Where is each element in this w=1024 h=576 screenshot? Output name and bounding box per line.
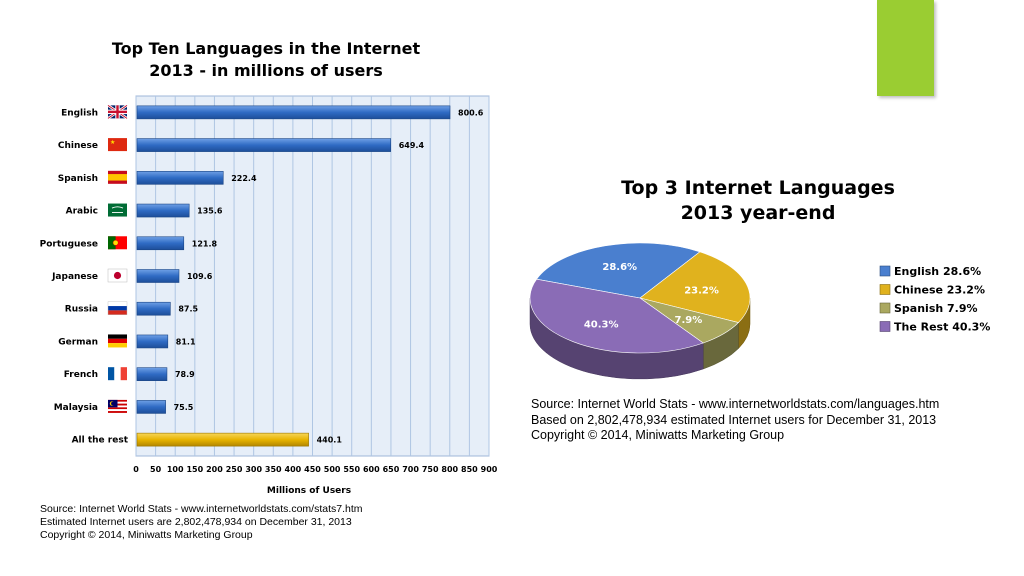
legend-swatch [879,302,891,314]
x-tick-label: 450 [304,465,321,474]
spain-flag-icon [108,170,127,184]
bar [136,400,166,414]
bar-chart: 0 50 100 150 200 250 300 350 400 450 500 550 600 650 7… [40,95,498,474]
pie-slice [529,278,704,354]
x-tick-label: 150 [186,465,203,474]
source-line: Source: Internet World Stats - www.inter… [40,503,363,515]
x-tick-label: 100 [167,465,184,474]
svg-text:★: ★ [110,139,115,146]
legend-entry: The Rest 40.3% [894,321,990,334]
source-line: Copyright © 2014, Miniwatts Marketing Gr… [531,428,785,442]
bar-value-label: 75.5 [174,403,194,412]
bar-value-label: 78.9 [175,370,195,379]
category-label: English [61,108,98,118]
x-tick-label: 300 [245,465,262,474]
portugal-flag-icon [108,236,127,250]
legend-entry: Spanish 7.9% [894,302,978,315]
category-label: Malaysia [54,403,98,413]
green-accent-block [877,0,934,96]
x-tick-label: 250 [226,465,243,474]
legend-entry: Chinese 23.2% [894,284,985,297]
x-tick-label: 550 [343,465,360,474]
x-tick-label: 600 [363,465,380,474]
x-tick-label: 500 [324,465,341,474]
bar [136,203,190,218]
x-tick-label: 650 [383,465,400,474]
pie-chart-title-line2: 2013 year-end [681,202,836,224]
pie-legend: English 28.6% Chinese 23.2% Spanish 7.9% Th… [879,265,990,334]
x-tick-label: 400 [285,465,302,474]
bar [136,171,224,185]
bar [136,367,168,381]
pie-chart: 28.6% 23.2% 7.9% 40.3% [529,242,751,380]
pie-value-label: 7.9% [675,315,703,326]
bar-value-label: 222.4 [231,174,257,183]
x-tick-label: 700 [402,465,419,474]
bar-value-label: 87.5 [178,305,198,314]
bar-chart-title-line2: 2013 - in millions of users [149,61,383,80]
bar-value-label: 135.6 [197,207,223,216]
france-flag-icon [108,367,127,381]
saudi-flag-icon [108,203,127,217]
x-tick-label: 800 [441,465,458,474]
legend-entry: English 28.6% [894,265,981,278]
x-tick-label: 350 [265,465,282,474]
category-label: All the rest [72,436,129,446]
source-line: Estimated Internet users are 2,802,478,9… [40,516,352,528]
x-axis-label: Millions of Users [267,486,351,496]
pie-chart-source: Source: Internet World Stats - www.inter… [531,397,939,444]
x-tick-label: 850 [461,465,478,474]
bar-value-label: 81.1 [176,337,196,346]
bar [136,105,451,120]
russia-flag-icon [107,301,128,315]
category-label: Russia [65,305,98,315]
bar-value-label: 800.6 [458,108,484,117]
bar-chart-title-line1: Top Ten Languages in the Internet [112,39,421,58]
pie-chart-title-line1: Top 3 Internet Languages [621,177,895,199]
x-tick-label: 200 [206,465,223,474]
x-tick-label: 750 [422,465,439,474]
bar-chart-source: Source: Internet World Stats - www.inter… [40,503,363,542]
category-label: German [58,337,98,347]
japan-flag-icon [107,268,128,283]
legend-swatch [879,321,891,332]
bar [136,334,169,349]
legend-swatch [879,265,891,277]
category-label: Portuguese [40,239,98,249]
category-label: Japanese [51,272,98,282]
source-line: Based on 2,802,478,934 estimated Interne… [531,412,937,427]
category-label: Arabic [66,207,98,217]
china-flag-icon: ★ [108,138,127,152]
category-label: French [64,370,98,380]
source-line: Source: Internet World Stats - www.inter… [531,397,940,411]
bar [136,301,171,316]
bar [136,432,309,447]
legend-swatch [879,284,891,295]
uk-flag-icon [107,104,128,120]
pie-value-label: 40.3% [584,319,619,330]
bar-value-label: 649.4 [399,141,425,150]
germany-flag-icon [108,334,127,348]
category-label: Chinese [58,141,98,151]
bar [136,138,392,152]
x-tick-label: 0 [133,465,139,474]
pie-slice [639,251,751,323]
bar [136,269,180,283]
pie-value-label: 28.6% [602,262,637,273]
bar-value-label: 121.8 [192,239,218,248]
pie-slice [536,242,701,299]
source-line: Copyright © 2014, Miniwatts Marketing Gr… [40,529,253,541]
x-tick-label: 50 [150,465,162,474]
pie-value-label: 23.2% [684,286,719,297]
bar [136,236,185,251]
x-tick-label: 900 [481,465,498,474]
bar-value-label: 440.1 [317,436,343,445]
malaysia-flag-icon [108,399,127,413]
bar-value-label: 109.6 [187,272,213,281]
category-label: Spanish [58,174,98,184]
